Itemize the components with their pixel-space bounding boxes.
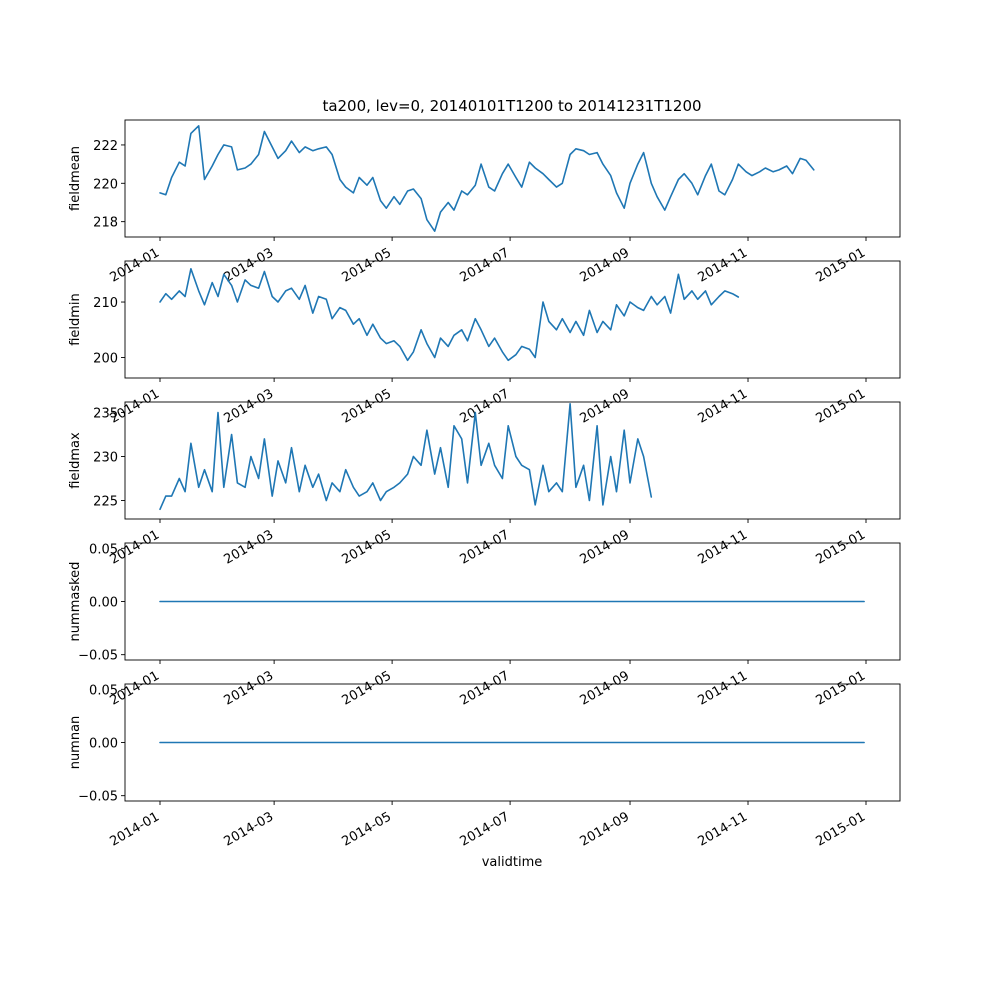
y-tick-label: −0.05 [78,649,118,664]
axes-frame [124,119,901,238]
x-axis-label: validtime [482,855,543,870]
y-axis-label: nummasked [68,562,83,642]
y-tick-label: 220 [93,177,118,192]
y-tick-label: −0.05 [78,790,118,805]
y-tick-label: 222 [93,139,118,154]
axes-frame [124,260,901,379]
y-tick-label: 235 [93,407,118,422]
y-axis-label: fieldmax [68,432,83,489]
y-tick-label: 0.05 [89,683,118,698]
y-tick-label: 0.00 [89,596,118,611]
chart-title: ta200, lev=0, 20140101T1200 to 20141231T… [322,97,701,115]
y-axis-label: fieldmean [68,146,83,211]
y-tick-label: 0.05 [89,542,118,557]
y-tick-label: 210 [93,296,118,311]
y-tick-label: 225 [93,495,118,510]
y-axis-label: numnan [68,716,83,770]
y-tick-label: 230 [93,451,118,466]
series-line-fieldmax [159,402,653,511]
y-tick-label: 200 [93,351,118,366]
series-line-fieldmean [159,125,815,232]
y-tick-label: 218 [93,216,118,231]
y-axis-label: fieldmin [68,293,83,346]
axes-frame [124,401,901,520]
series-line-fieldmin [159,267,740,362]
y-tick-label: 0.00 [89,737,118,752]
